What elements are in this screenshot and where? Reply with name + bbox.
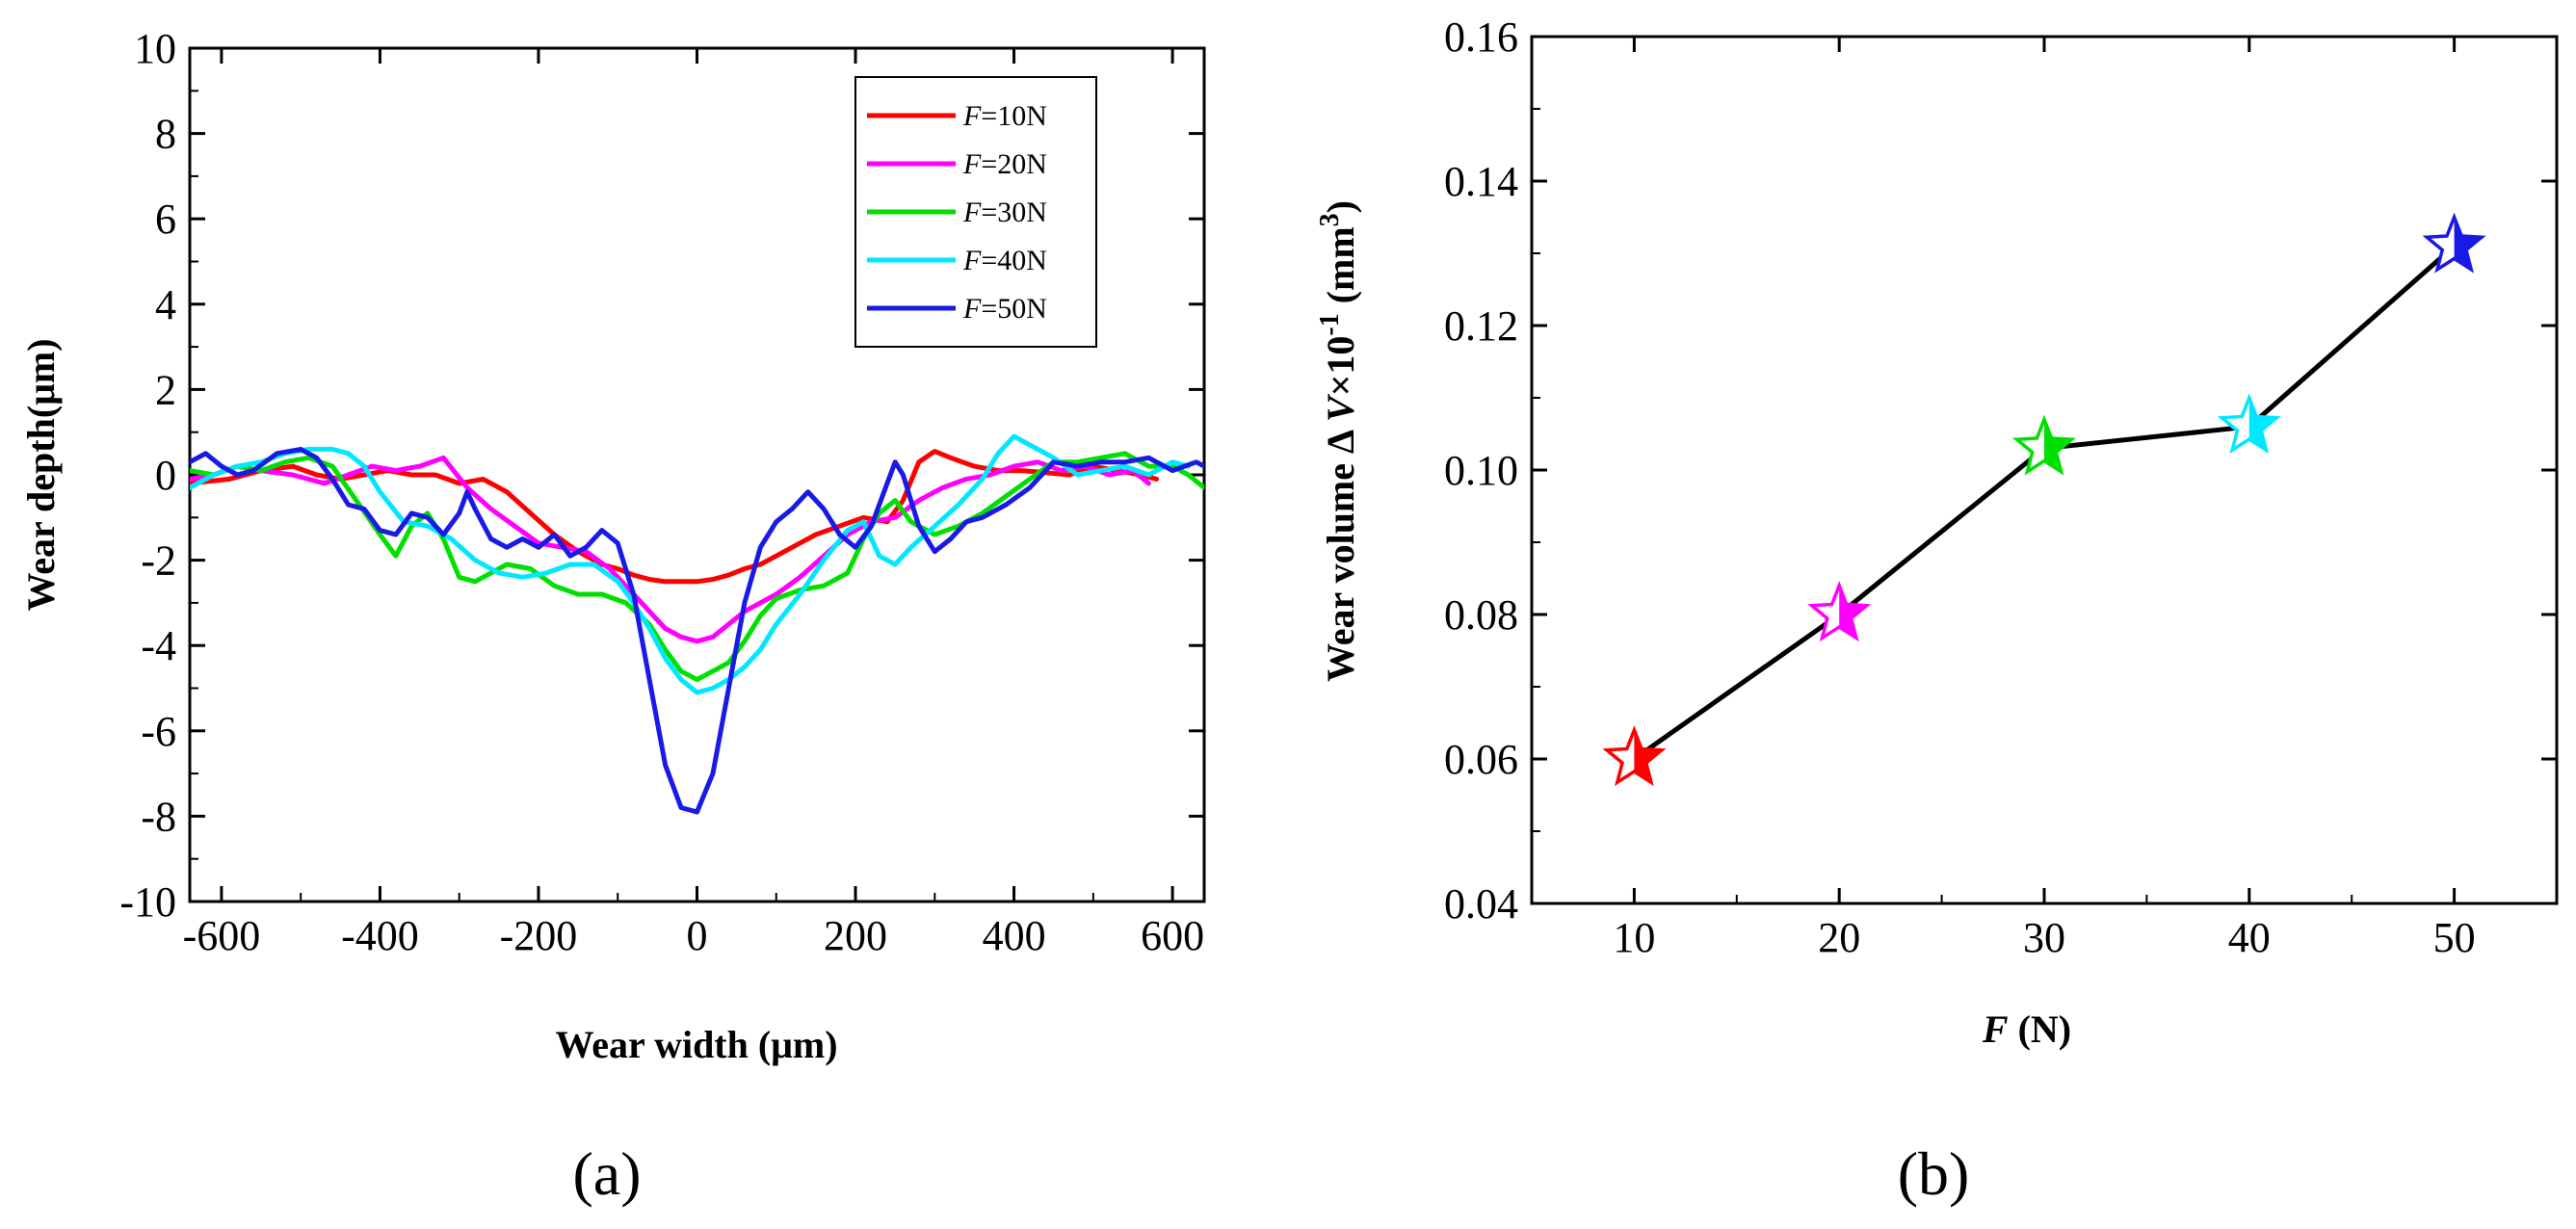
legend-value: =40N <box>981 245 1047 276</box>
panel-a-y-axis-title: Wear depth(μm) <box>19 338 63 611</box>
panel-a-y-tick-label: 0 <box>155 452 176 499</box>
legend-variable: F <box>962 148 982 180</box>
panel-b-y-tick-label: 0.14 <box>1444 158 1518 205</box>
star-marker-f10 <box>1602 725 1667 787</box>
panel-b-plot-frame <box>1530 35 2559 905</box>
panel-a-series <box>190 433 1204 815</box>
legend-entry-label: F=50N <box>962 293 1047 325</box>
legend-variable: F <box>962 293 982 325</box>
star-marker-f50 <box>2422 212 2486 274</box>
legend-variable: F <box>962 245 982 276</box>
legend-value: =50N <box>981 293 1047 325</box>
panel-a-y-tick-label: -10 <box>119 878 176 926</box>
y-axis-unit-exponent: 3 <box>1315 213 1345 226</box>
series-line-30n <box>190 451 1204 683</box>
y-axis-prefix: Wear volume Δ <box>1319 422 1362 682</box>
panel-a-y-tick-label: 10 <box>134 25 176 72</box>
panel-b-series <box>1602 212 2486 787</box>
panel-b-y-tick-label: 0.10 <box>1444 447 1518 494</box>
panel-a-ticks: -600 -400 -200 0 200 400 600 -10 -8 -6 -4 -2 0 2 4 6 8 10 <box>119 25 1204 959</box>
legend-entry-label: F=40N <box>962 245 1047 276</box>
star-marker-f20 <box>1807 581 1872 642</box>
panel-a-x-tick-label: -400 <box>341 912 419 959</box>
legend-entry-label: F=30N <box>962 196 1047 228</box>
star-marker-outline <box>1807 581 1872 642</box>
panel-b-x-tick-label: 20 <box>1818 914 1860 961</box>
panel-a-x-tick-label: 0 <box>687 912 708 959</box>
panel-a-x-axis-title: Wear width (μm) <box>555 1023 837 1066</box>
panel-b-y-tick-label: 0.04 <box>1444 880 1518 928</box>
legend-entry-label: F=10N <box>962 100 1047 132</box>
star-marker-outline <box>1602 725 1667 787</box>
panel-b-ticks: 10 20 30 40 50 0.04 0.06 0.08 0.10 0.12 0.14 0.16 <box>1444 13 2558 961</box>
panel-a-y-tick-label: -4 <box>141 622 176 669</box>
panel-b-x-tick-label: 30 <box>2023 914 2065 961</box>
panel-b-y-tick-label: 0.16 <box>1444 13 1518 61</box>
y-axis-unit: (mm <box>1319 226 1362 313</box>
y-axis-variable: V <box>1319 393 1362 422</box>
panel-b-y-axis-title: Wear volume Δ V×10-1 (mm3) <box>1315 200 1362 682</box>
panel-a-y-tick-label: 2 <box>155 366 176 413</box>
panel-b-x-axis-title: F (N) <box>1982 1007 2071 1051</box>
star-marker-f40 <box>2217 393 2281 455</box>
series-line-50n <box>190 446 1204 815</box>
panel-a-x-tick-label: -600 <box>183 912 261 959</box>
panel-b-y-tick-label: 0.08 <box>1444 591 1518 639</box>
star-marker-outline <box>2422 212 2486 274</box>
panel-a-y-tick-label: -6 <box>141 708 176 755</box>
panel-b-y-tick-label: 0.12 <box>1444 302 1518 350</box>
panel-a-y-tick-label: -8 <box>141 793 176 840</box>
legend-value: =10N <box>981 100 1047 132</box>
series-line-40n <box>190 433 1191 695</box>
panel-a-x-tick-label: 400 <box>983 912 1046 959</box>
panel-a-x-tick-label: -200 <box>500 912 578 959</box>
panel-a-y-tick-label: 4 <box>155 281 176 328</box>
panel-a-y-tick-label: 6 <box>155 196 176 243</box>
panel-b-x-tick-label: 50 <box>2433 914 2476 961</box>
legend-variable: F <box>962 100 982 132</box>
star-marker-outline <box>2011 414 2077 476</box>
panel-a: -600 -400 -200 0 200 400 600 -10 -8 -6 -4 -2 0 2 4 6 8 10… <box>19 25 1206 1208</box>
panel-a-x-tick-label: 600 <box>1141 912 1204 959</box>
panel-b-label: (b) <box>1898 1139 1970 1208</box>
legend-value: =30N <box>981 196 1047 228</box>
x-axis-variable: F <box>1982 1007 2009 1051</box>
y-axis-exponent: -1 <box>1315 313 1345 335</box>
y-axis-multiplier: ×10 <box>1319 336 1362 397</box>
legend-entry-label: F=20N <box>962 148 1047 180</box>
y-axis-close: ) <box>1319 200 1362 213</box>
star-marker-outline <box>2217 393 2281 455</box>
panel-a-label: (a) <box>572 1139 641 1208</box>
x-axis-unit: (N) <box>2009 1007 2072 1051</box>
panel-b-x-tick-label: 10 <box>1613 914 1655 961</box>
legend-variable: F <box>962 196 982 228</box>
panel-b: 10 20 30 40 50 0.04 0.06 0.08 0.10 0.12 0.14 0.16 F… <box>1315 13 2559 1208</box>
panel-b-x-tick-label: 40 <box>2228 914 2271 961</box>
panel-a-x-tick-label: 200 <box>824 912 887 959</box>
panel-b-y-tick-label: 0.06 <box>1444 736 1518 783</box>
wear-volume-line <box>1632 244 2457 762</box>
panel-a-y-tick-label: 8 <box>155 111 176 158</box>
legend-value: =20N <box>981 148 1047 180</box>
panel-a-y-tick-label: -2 <box>141 537 176 585</box>
